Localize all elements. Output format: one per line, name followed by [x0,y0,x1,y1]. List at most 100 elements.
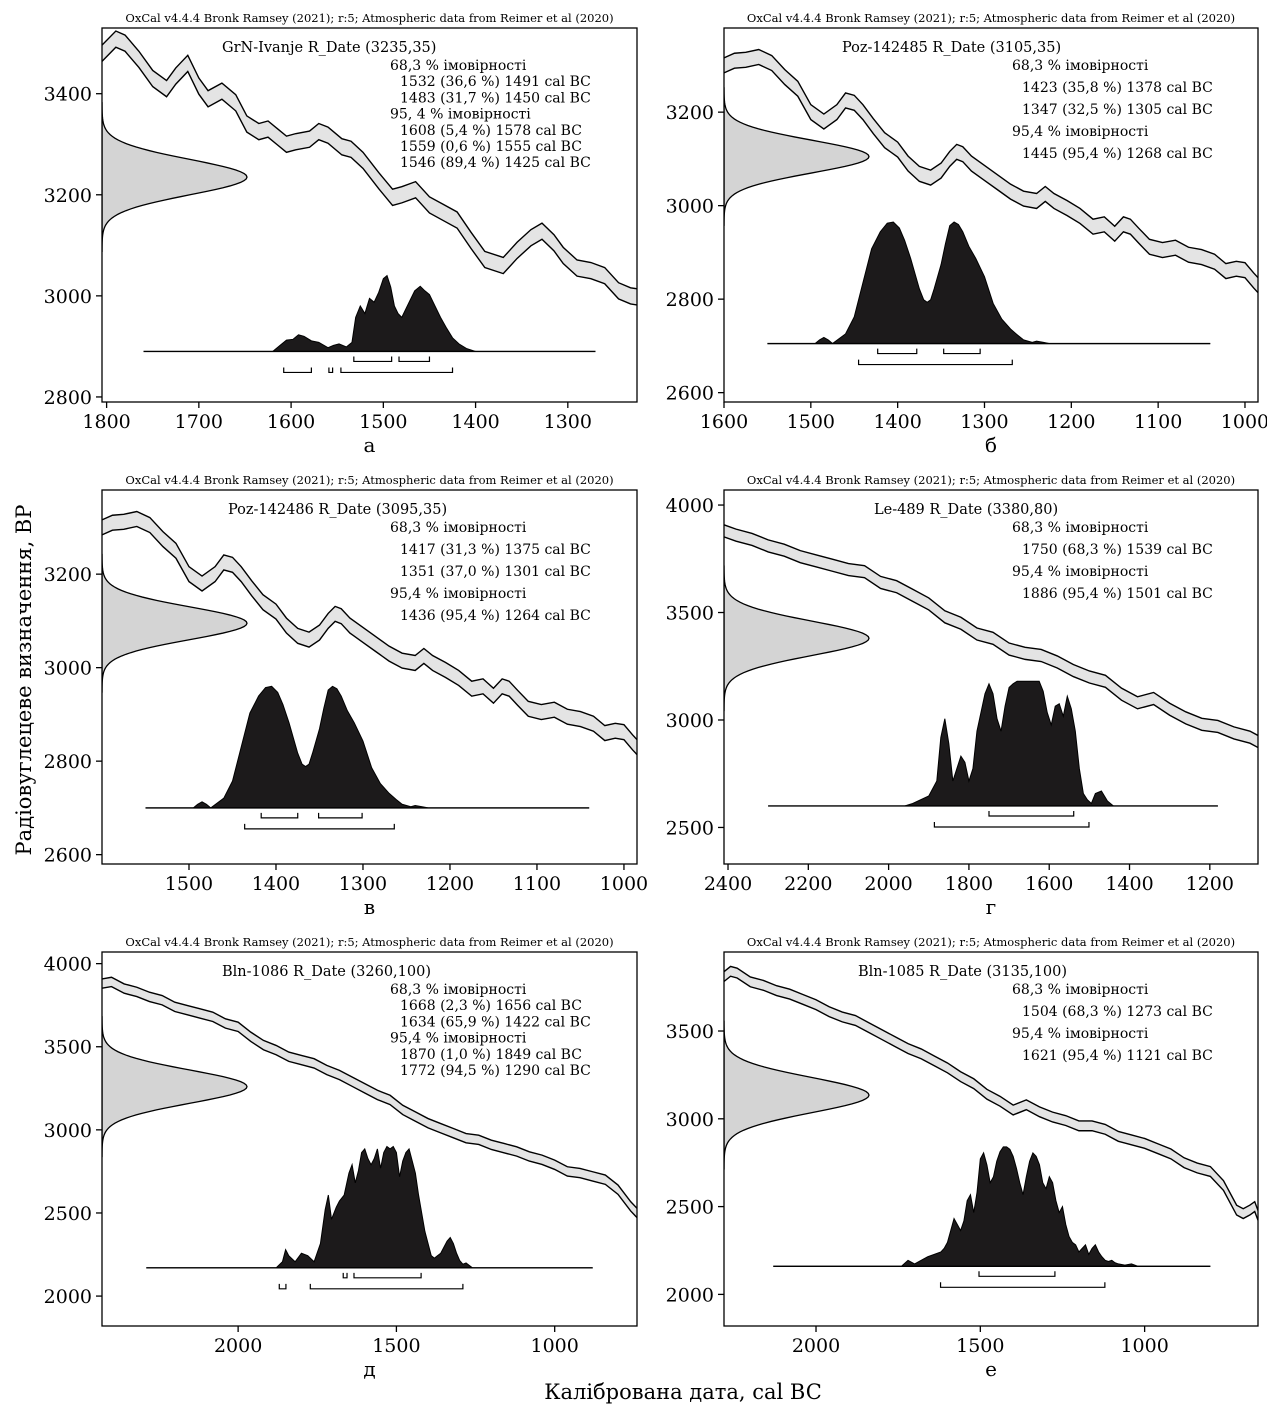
x-tick-label: 1500 [372,1335,420,1357]
calibration-curve-upper [724,524,1258,737]
probability-header: 68,3 % імовірності [390,982,527,998]
x-tick-label: 1200 [1186,873,1234,895]
y-tick-label: 3200 [666,102,714,124]
x-tick-label: 2200 [784,873,832,895]
plot-frame [101,951,638,1327]
range-bracket [278,1283,287,1290]
panel-2: OxCal v4.4.4 Bronk Ramsey (2021); r:5; A… [44,473,648,919]
x-tick-label: 1600 [1025,873,1073,895]
x-tick-label: 1200 [426,873,474,895]
x-tick-label: 1000 [600,873,648,895]
panel-letter: д [363,1357,375,1381]
y-tick-label: 4000 [44,954,92,976]
calibrated-distribution [768,680,1218,807]
calibration-curve-upper [102,510,637,741]
x-tick-label: 1000 [1120,1335,1168,1357]
y-tick-label: 3000 [666,1109,714,1131]
x-tick-label: 2400 [704,873,752,895]
range-bracket [283,367,312,374]
radiocarbon-distribution [724,1020,870,1170]
range-bracket [340,367,454,374]
range-text: 1750 (68,3 %) 1539 cal BC [1022,542,1213,558]
range-text: 1483 (31,7 %) 1450 cal BC [400,90,591,106]
y-tick-label: 2500 [666,817,714,839]
x-tick-label: 1000 [531,1335,579,1357]
calibration-curve-upper [724,48,1258,279]
y-tick-label: 3000 [44,286,92,308]
range-bracket [244,823,395,830]
panel-0: OxCal v4.4.4 Bronk Ramsey (2021); r:5; A… [44,11,638,457]
range-text: 1504 (68,3 %) 1273 cal BC [1022,1004,1213,1020]
panel-letter: е [985,1357,997,1381]
x-tick-label: 1500 [165,873,213,895]
calibration-curve-lower [724,63,1258,294]
x-axis-label: Калібрована дата, cal BC [544,1380,822,1404]
range-text: 1417 (31,3 %) 1375 cal BC [400,542,591,558]
range-bracket [328,367,334,374]
radiocarbon-distribution [102,1016,248,1158]
y-tick-label: 3500 [666,603,714,625]
range-text: 1621 (95,4 %) 1121 cal BC [1022,1048,1213,1064]
y-tick-label: 2600 [44,845,92,867]
radiocarbon-distribution [102,553,248,693]
x-tick-label: 1500 [787,411,835,433]
range-bracket [877,348,918,355]
calibration-curve-lower [724,975,1258,1221]
y-tick-label: 3500 [666,1021,714,1043]
y-tick-label: 3000 [666,710,714,732]
calibration-curve-lower [102,46,637,306]
range-bracket [398,356,431,363]
probability-header: 68,3 % імовірності [390,58,527,74]
y-tick-label: 3200 [44,185,92,207]
calibration-curve-upper [724,965,1258,1211]
range-bracket [353,356,393,363]
calibration-curve-lower [102,985,637,1219]
panel-letter: а [364,433,376,457]
range-text: 1559 (0,6 %) 1555 cal BC [400,139,582,155]
calibration-curve-lower [102,525,637,756]
x-tick-label: 1400 [252,873,300,895]
y-tick-label: 2500 [44,1203,92,1225]
sample-title: GrN-Ivanje R_Date (3235,35) [222,40,436,56]
calibration-curve-band [724,524,1258,748]
y-tick-label: 2800 [44,751,92,773]
range-bracket [353,1272,422,1279]
x-tick-label: 1700 [175,411,223,433]
x-tick-label: 1400 [1105,873,1153,895]
plot-frame [723,489,1259,865]
y-tick-label: 3500 [44,1037,92,1059]
range-bracket [318,812,363,819]
radiocarbon-distribution [102,102,248,253]
y-tick-label: 2500 [666,1197,714,1219]
plot-frame [723,951,1259,1327]
range-text: 1445 (95,4 %) 1268 cal BC [1022,146,1213,162]
range-bracket [933,821,1090,828]
range-bracket [988,810,1075,817]
panel-4: OxCal v4.4.4 Bronk Ramsey (2021); r:5; A… [44,935,638,1381]
calibration-curve-band [724,966,1258,1221]
calibrated-distribution [773,1146,1211,1267]
range-text: 1423 (35,8 %) 1378 cal BC [1022,80,1213,96]
sample-title: Bln-1085 R_Date (3135,100) [858,964,1067,980]
x-tick-label: 1600 [700,411,748,433]
x-tick-label: 1600 [267,411,315,433]
y-tick-label: 2600 [666,383,714,405]
radiocarbon-distribution [724,87,870,226]
panel-header: OxCal v4.4.4 Bronk Ramsey (2021); r:5; A… [747,11,1235,25]
calibrated-distribution [145,685,590,809]
probability-header: 68,3 % імовірності [390,520,527,536]
range-text: 1668 (2,3 %) 1656 cal BC [400,998,582,1014]
panel-header: OxCal v4.4.4 Bronk Ramsey (2021); r:5; A… [747,935,1235,949]
y-tick-label: 3400 [44,84,92,106]
probability-header: 68,3 % імовірності [1012,520,1149,536]
range-bracket [978,1271,1056,1277]
x-tick-label: 1800 [82,411,130,433]
panel-1: OxCal v4.4.4 Bronk Ramsey (2021); r:5; A… [666,11,1267,457]
range-text: 1772 (94,5 %) 1290 cal BC [400,1063,591,1079]
calibration-curve-lower [724,536,1258,749]
panel-header: OxCal v4.4.4 Bronk Ramsey (2021); r:5; A… [125,935,613,949]
calibrated-distribution [767,221,1211,345]
range-bracket [342,1272,348,1279]
panel-header: OxCal v4.4.4 Bronk Ramsey (2021); r:5; A… [125,11,613,25]
